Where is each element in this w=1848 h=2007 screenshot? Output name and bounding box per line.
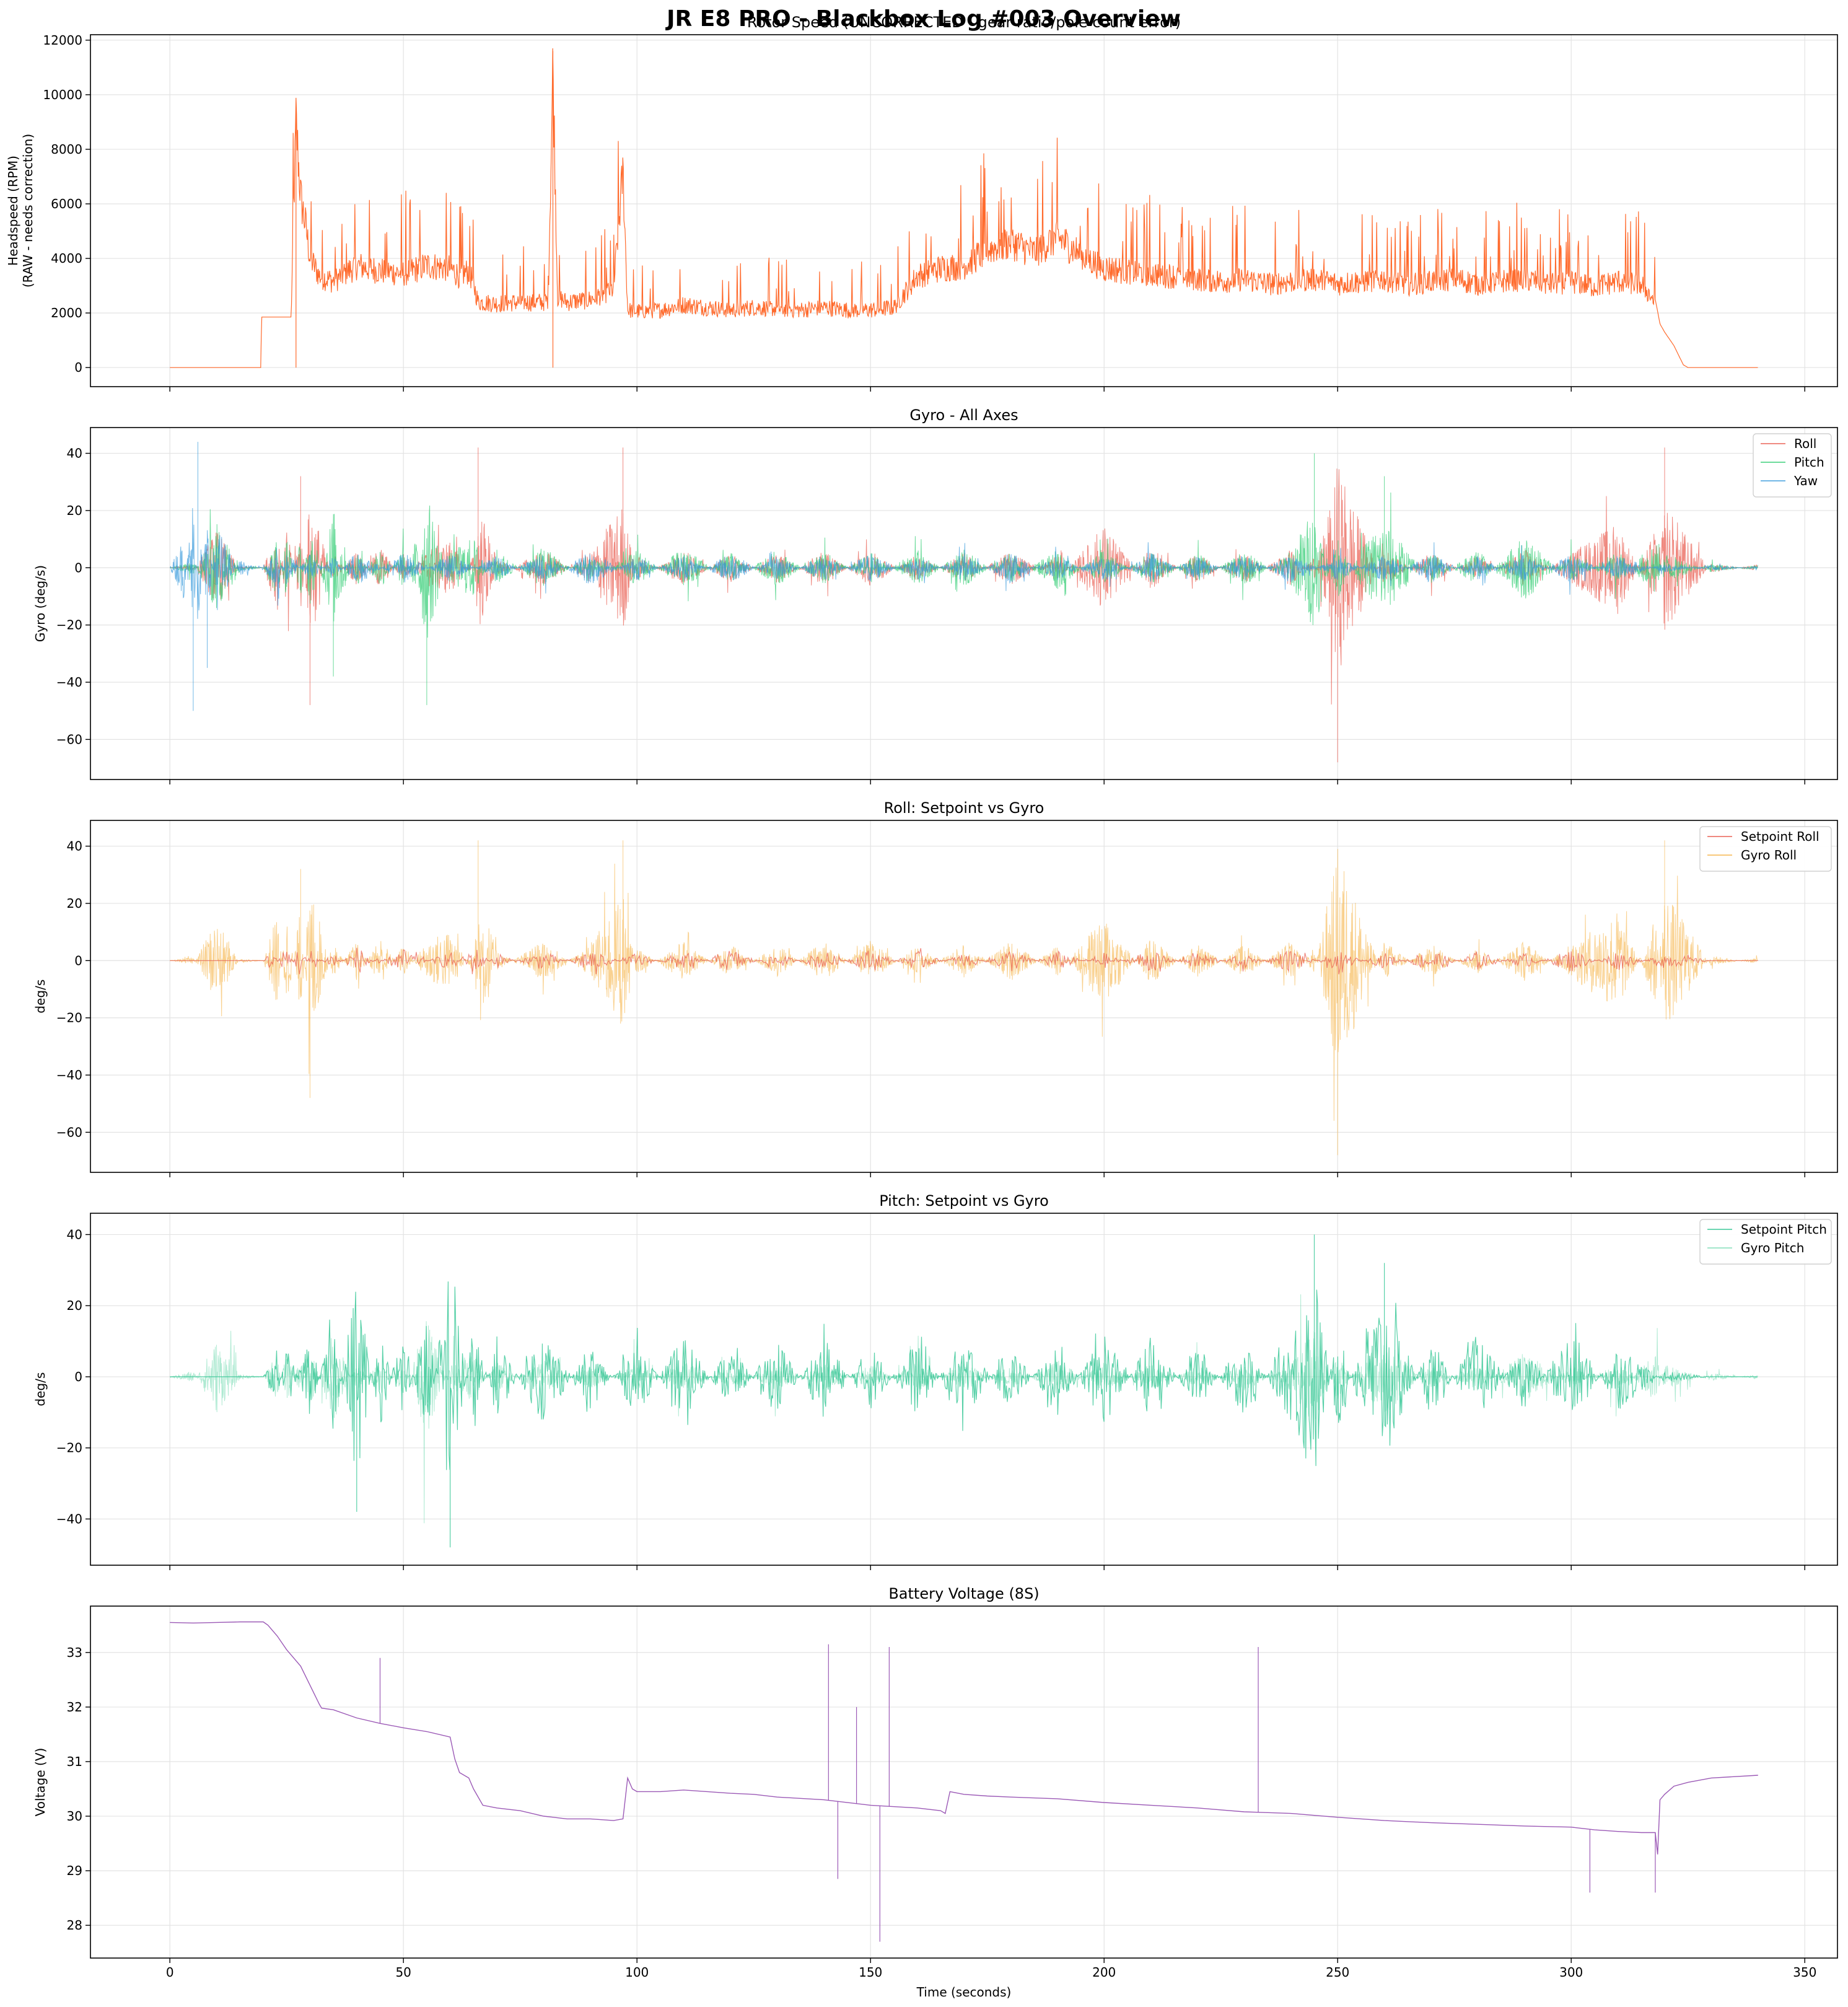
gyro-all-axes-panel: −60 −40 −20 0 20 40 Gyro (deg/s) Roll Pitch Yaw bbox=[33, 427, 1838, 784]
roll-legend-label: Gyro Roll bbox=[1741, 848, 1797, 863]
gyro-y-tick-label: 0 bbox=[74, 560, 82, 575]
pitch-y-tick-label: 0 bbox=[74, 1369, 82, 1384]
roll-legend bbox=[1699, 826, 1832, 872]
rotor-speed-y-tick-label: 8000 bbox=[51, 142, 82, 157]
roll-y-tick-label: −40 bbox=[56, 1068, 82, 1083]
roll-axes-frame bbox=[90, 820, 1838, 1173]
battery-axes-frame bbox=[90, 1605, 1838, 1959]
pitch-y-tick-label: −20 bbox=[56, 1441, 82, 1456]
pitch-setpoint-vs-gyro-panel: −40 −20 0 20 40 deg/s Setpoint Pitch Gyro Pitch bbox=[33, 1213, 1838, 1570]
battery-series-line-0 bbox=[170, 1621, 1758, 1855]
roll-y-tick-label: 40 bbox=[67, 839, 82, 854]
x-tick-label: 100 bbox=[625, 1965, 649, 1980]
rotor-speed-y-tick-label: 2000 bbox=[51, 305, 82, 320]
gyro-legend-label: Roll bbox=[1794, 436, 1816, 451]
x-tick-label: 0 bbox=[166, 1965, 174, 1980]
battery-y-axis-label: Voltage (V) bbox=[33, 1748, 48, 1817]
pitch-y-tick-label: 40 bbox=[67, 1227, 82, 1242]
gyro-series-line-2 bbox=[169, 442, 1758, 711]
roll-y-tick-label: 20 bbox=[67, 896, 82, 911]
figure-title: JR E8 PRO - Blackbox Log #003 Overview bbox=[665, 6, 1181, 32]
pitch-legend-label: Gyro Pitch bbox=[1741, 1241, 1804, 1255]
gyro-y-tick-label: −40 bbox=[56, 675, 82, 690]
rotor-speed-y-tick-label: 12000 bbox=[43, 33, 82, 48]
pitch-axes-frame bbox=[90, 1213, 1838, 1566]
battery-y-tick-label: 29 bbox=[67, 1863, 82, 1878]
battery-y-tick-label: 28 bbox=[67, 1918, 82, 1933]
x-tick-label: 250 bbox=[1326, 1965, 1349, 1980]
plot2-title: Gyro - All Axes bbox=[909, 406, 1018, 424]
gyro-y-tick-label: 20 bbox=[67, 503, 82, 518]
pitch-y-tick-label: −40 bbox=[56, 1511, 82, 1526]
roll-setpoint-vs-gyro-panel: −60 −40 −20 0 20 40 deg/s Setpoint Roll Gyro Rol… bbox=[33, 820, 1838, 1177]
gyro-y-tick-label: 40 bbox=[67, 446, 82, 461]
battery-y-tick-label: 32 bbox=[67, 1700, 82, 1715]
x-tick-label: 300 bbox=[1559, 1965, 1583, 1980]
roll-series-line-gyro bbox=[170, 840, 1758, 1156]
gyro-axes-frame bbox=[90, 427, 1838, 780]
x-axis-label: Time (seconds) bbox=[916, 1985, 1012, 2000]
gyro-y-tick-label: −20 bbox=[56, 618, 82, 633]
pitch-series-line-0 bbox=[170, 1234, 1758, 1548]
rotor-speed-y-axis-label: Headspeed (RPM) bbox=[6, 156, 20, 266]
plot4-title: Pitch: Setpoint vs Gyro bbox=[879, 1192, 1049, 1210]
pitch-y-tick-label: 20 bbox=[67, 1298, 82, 1313]
pitch-y-axis-label: deg/s bbox=[33, 1372, 48, 1407]
roll-y-tick-label: −20 bbox=[56, 1011, 82, 1025]
rotor-speed-y-tick-label: 6000 bbox=[51, 196, 82, 211]
x-tick-label: 50 bbox=[395, 1965, 411, 1980]
plot5-title: Battery Voltage (8S) bbox=[888, 1585, 1039, 1602]
plot1-title: Rotor Speed (UNCORRECTED - gear ratio/po… bbox=[747, 14, 1181, 31]
gyro-legend-label: Yaw bbox=[1793, 473, 1818, 488]
plot3-title: Roll: Setpoint vs Gyro bbox=[884, 799, 1044, 817]
x-tick-label: 150 bbox=[859, 1965, 882, 1980]
battery-y-tick-label: 30 bbox=[67, 1809, 82, 1824]
x-tick-label: 350 bbox=[1793, 1965, 1816, 1980]
rotor-speed-axes-frame bbox=[90, 34, 1838, 387]
gyro-legend-label: Pitch bbox=[1794, 455, 1824, 470]
roll-y-tick-label: 0 bbox=[74, 953, 82, 968]
roll-legend-label: Setpoint Roll bbox=[1741, 829, 1820, 844]
rotor-speed-y-tick-label: 4000 bbox=[51, 251, 82, 266]
gyro-y-tick-label: −60 bbox=[56, 732, 82, 747]
rotor-speed-y-tick-label: 0 bbox=[74, 360, 82, 375]
pitch-legend bbox=[1699, 1219, 1832, 1265]
x-tick-label: 200 bbox=[1092, 1965, 1116, 1980]
pitch-legend-label: Setpoint Pitch bbox=[1741, 1222, 1827, 1237]
roll-y-tick-label: −60 bbox=[56, 1125, 82, 1140]
rotor-speed-panel: 0 2000 4000 6000 8000 10000 12000 Headspeed (RP… bbox=[6, 33, 1838, 392]
roll-y-axis-label: deg/s bbox=[33, 980, 48, 1014]
rotor-speed-y-tick-label: 10000 bbox=[43, 87, 82, 102]
battery-voltage-panel: 0 50 100 150 200 250 300 350 28 29 30 31 32 33 Voltage… bbox=[33, 1605, 1838, 1980]
rotor-speed-series-line-0 bbox=[170, 48, 1758, 368]
battery-y-tick-label: 31 bbox=[67, 1754, 82, 1769]
rotor-speed-y-axis-label: (RAW - needs correction) bbox=[20, 134, 35, 288]
roll-series-line-0 bbox=[170, 947, 1758, 975]
battery-y-tick-label: 33 bbox=[67, 1645, 82, 1660]
gyro-y-axis-label: Gyro (deg/s) bbox=[33, 565, 48, 642]
